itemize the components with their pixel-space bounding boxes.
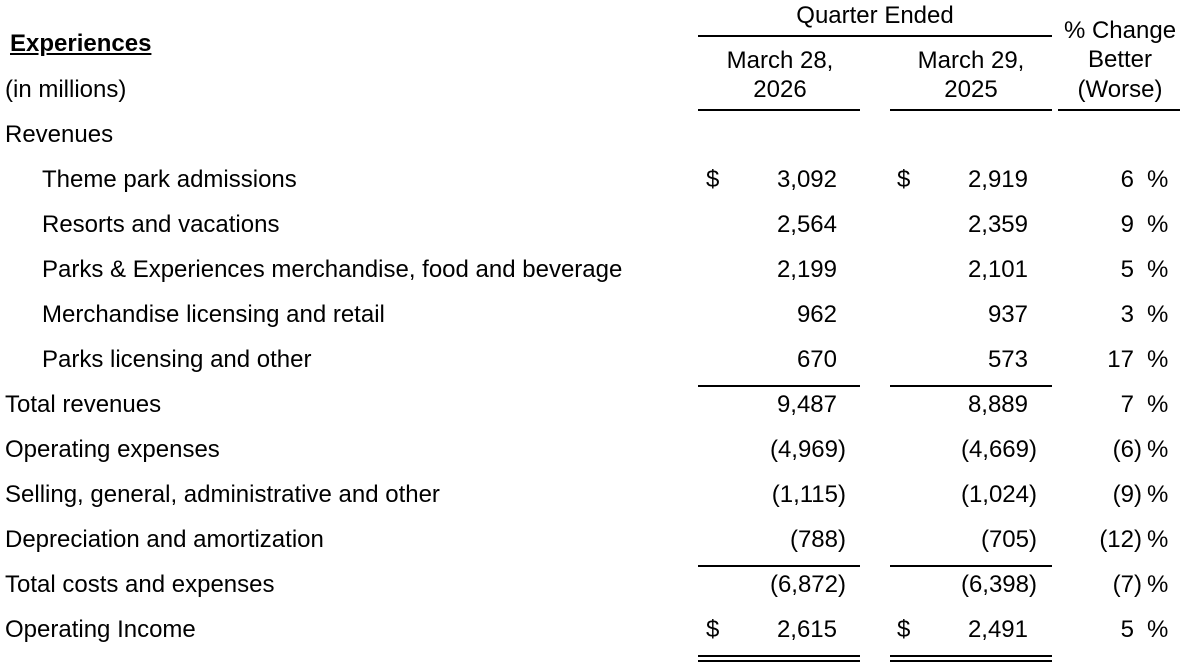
percent-sign: % bbox=[1147, 526, 1169, 553]
row-label: Selling, general, administrative and oth… bbox=[5, 481, 440, 508]
percent-sign: % bbox=[1147, 391, 1169, 418]
percent-sign: % bbox=[1147, 301, 1169, 328]
amount: 2,101 bbox=[967, 256, 1028, 283]
total-rule bbox=[890, 385, 1052, 387]
percent-sign: % bbox=[1147, 436, 1169, 463]
percent-change: 9 bbox=[1120, 211, 1134, 238]
amount: 962 bbox=[796, 301, 837, 328]
percent-sign: % bbox=[1147, 256, 1169, 283]
header-rule bbox=[698, 35, 1052, 37]
percent-change: 5 bbox=[1120, 256, 1134, 283]
currency-sign: $ bbox=[706, 616, 720, 643]
percent-sign: % bbox=[1147, 211, 1169, 238]
percent-change: (9) bbox=[1112, 481, 1142, 508]
amount: 670 bbox=[796, 346, 837, 373]
amount: 2,615 bbox=[776, 616, 837, 643]
total-rule bbox=[890, 655, 1052, 657]
column-header: March 29, bbox=[917, 47, 1025, 74]
row-label: Parks licensing and other bbox=[42, 346, 312, 373]
percent-change: 17 bbox=[1107, 346, 1134, 373]
header-rule bbox=[890, 109, 1052, 111]
row-label: Merchandise licensing and retail bbox=[42, 301, 385, 328]
total-rule bbox=[698, 565, 860, 567]
amount: (4,969) bbox=[769, 436, 846, 463]
currency-sign: $ bbox=[897, 166, 911, 193]
header-rule bbox=[698, 109, 860, 111]
currency-sign: $ bbox=[706, 166, 720, 193]
percent-sign: % bbox=[1147, 616, 1169, 643]
percent-sign: % bbox=[1147, 166, 1169, 193]
amount: (6,398) bbox=[960, 571, 1037, 598]
row-label: Total revenues bbox=[5, 391, 162, 418]
percent-sign: % bbox=[1147, 346, 1169, 373]
change-header: Better bbox=[1087, 46, 1153, 73]
percent-sign: % bbox=[1147, 481, 1169, 508]
header-rule bbox=[1058, 109, 1180, 111]
percent-change: (12) bbox=[1099, 526, 1142, 553]
amount: 2,199 bbox=[776, 256, 837, 283]
column-header: 2026 bbox=[753, 76, 807, 103]
total-rule bbox=[698, 385, 860, 387]
amount: 573 bbox=[987, 346, 1028, 373]
row-label: Parks & Experiences merchandise, food an… bbox=[42, 256, 623, 283]
percent-change: (6) bbox=[1112, 436, 1142, 463]
row-label: Operating Income bbox=[5, 616, 196, 643]
row-label: Depreciation and amortization bbox=[5, 526, 324, 553]
period-group: Quarter Ended bbox=[796, 2, 954, 29]
amount: 2,491 bbox=[967, 616, 1028, 643]
column-header: 2025 bbox=[944, 76, 998, 103]
change-header: % Change bbox=[1063, 17, 1177, 44]
column-header: March 28, bbox=[726, 47, 834, 74]
currency-sign: $ bbox=[897, 616, 911, 643]
units-note: (in millions) bbox=[5, 76, 127, 103]
row-label: Operating expenses bbox=[5, 436, 220, 463]
amount: (788) bbox=[789, 526, 846, 553]
percent-change: 6 bbox=[1120, 166, 1134, 193]
amount: 937 bbox=[987, 301, 1028, 328]
total-rule bbox=[890, 660, 1052, 662]
table-title: Experiences bbox=[10, 30, 152, 57]
percent-change: 7 bbox=[1120, 391, 1134, 418]
amount: 2,919 bbox=[967, 166, 1028, 193]
row-label: Revenues bbox=[5, 121, 114, 148]
row-label: Theme park admissions bbox=[42, 166, 297, 193]
amount: 3,092 bbox=[776, 166, 837, 193]
row-label: Total costs and expenses bbox=[5, 571, 275, 598]
total-rule bbox=[890, 565, 1052, 567]
percent-change: 3 bbox=[1120, 301, 1134, 328]
total-rule bbox=[698, 655, 860, 657]
amount: 2,564 bbox=[776, 211, 837, 238]
percent-change: 5 bbox=[1120, 616, 1134, 643]
percent-sign: % bbox=[1147, 571, 1169, 598]
amount: 8,889 bbox=[967, 391, 1028, 418]
change-header: (Worse) bbox=[1077, 76, 1163, 103]
amount: 2,359 bbox=[967, 211, 1028, 238]
amount: (6,872) bbox=[769, 571, 846, 598]
amount: (705) bbox=[980, 526, 1037, 553]
amount: (1,115) bbox=[771, 481, 846, 508]
amount: (1,024) bbox=[960, 481, 1037, 508]
row-label: Resorts and vacations bbox=[42, 211, 280, 238]
amount: (4,669) bbox=[960, 436, 1037, 463]
percent-change: (7) bbox=[1112, 571, 1142, 598]
total-rule bbox=[698, 660, 860, 662]
amount: 9,487 bbox=[776, 391, 837, 418]
